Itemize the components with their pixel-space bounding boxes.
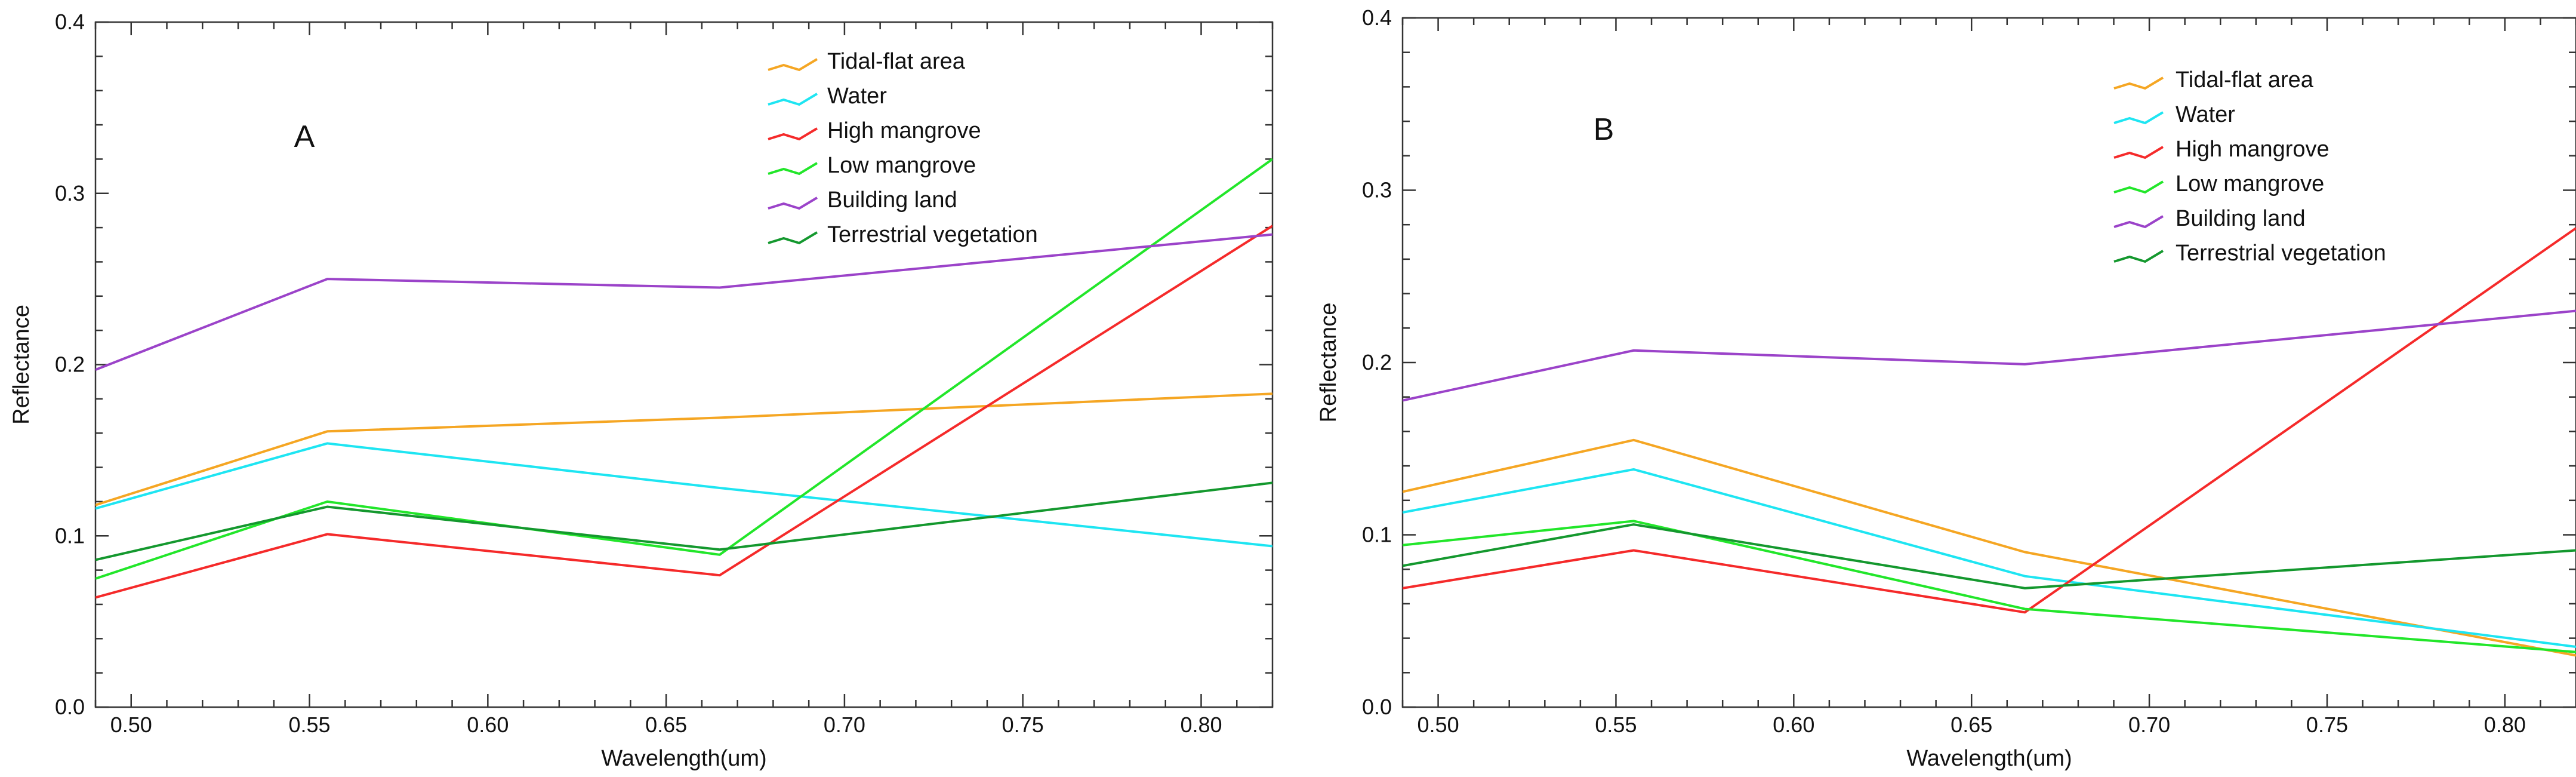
x-tick-label: 0.70: [824, 712, 865, 737]
legend-swatch: [2113, 180, 2164, 194]
x-tick-label: 0.80: [1180, 712, 1222, 737]
series-line-terrestrial-vegetation: [95, 481, 1272, 561]
legend-swatch: [2113, 250, 2164, 263]
x-tick-label: 0.55: [289, 712, 331, 737]
legend-swatch: [768, 231, 818, 245]
y-axis-title: Reflectance: [1316, 303, 1341, 423]
series-line-building-land: [95, 233, 1272, 371]
x-tick-label: 0.55: [1595, 712, 1637, 737]
series-line-water: [1403, 468, 2576, 648]
series-line-high-mangrove: [1403, 227, 2576, 614]
legend-swatch: [2113, 76, 2164, 90]
legend-swatch: [768, 127, 818, 141]
x-axis-title: Wavelength(um): [1906, 746, 2072, 771]
x-tick-label: 0.60: [1773, 712, 1814, 737]
legend-swatch: [768, 93, 818, 106]
series-line-tidal-flat-area: [95, 392, 1272, 506]
y-tick-label: 0.0: [1362, 695, 1392, 719]
y-tick-label: 0.0: [55, 695, 85, 719]
legend-swatch: [2113, 146, 2164, 159]
series-line-low-mangrove: [1403, 520, 2576, 653]
x-tick-label: 0.65: [645, 712, 687, 737]
legend-label: High mangrove: [2176, 137, 2330, 162]
y-tick-label: 0.3: [55, 181, 85, 205]
legend-label: Low mangrove: [2176, 171, 2324, 196]
x-axis-title: Wavelength(um): [601, 746, 766, 771]
legend-label: Low mangrove: [827, 153, 976, 178]
legend-label: Water: [827, 84, 887, 109]
x-tick-label: 0.60: [467, 712, 509, 737]
legend-label: Water: [2176, 102, 2235, 127]
chart-panel-a: 0.0 0.1 0.2 0.3 0.4 0.50 0.55 0.60 0.65 0.70 0.75 0…: [9, 10, 1274, 771]
series-line-tidal-flat-area: [1403, 438, 2576, 657]
legend-swatch: [768, 196, 818, 210]
y-tick-label: 0.4: [1362, 5, 1392, 30]
x-tick-label: 0.70: [2128, 712, 2170, 737]
legend-label: Terrestrial vegetation: [2176, 241, 2386, 266]
legend-swatch: [2113, 215, 2164, 229]
legend-label: Building land: [827, 188, 957, 213]
series-line-building-land: [1403, 309, 2576, 402]
panel-label: A: [294, 119, 315, 154]
x-tick-label: 0.80: [2484, 712, 2526, 737]
x-tick-label: 0.75: [2306, 712, 2348, 737]
legend-label: Tidal-flat area: [827, 49, 966, 74]
y-tick-label: 0.2: [1362, 350, 1392, 374]
chart-panel-b: 0.0 0.1 0.2 0.3 0.4 0.50 0.55 0.60 0.65 0.70 0.75 0…: [1316, 5, 2576, 771]
panel-label: B: [1594, 112, 1614, 147]
legend-label: Building land: [2176, 206, 2306, 231]
y-tick-label: 0.1: [55, 523, 85, 548]
legend-label: Terrestrial vegetation: [827, 222, 1038, 247]
x-tick-label: 0.65: [1951, 712, 1992, 737]
x-tick-label: 0.50: [1418, 712, 1459, 737]
legend-swatch: [768, 58, 818, 72]
legend-label: High mangrove: [827, 118, 981, 143]
x-tick-label: 0.50: [110, 712, 152, 737]
series-line-high-mangrove: [95, 225, 1272, 599]
y-tick-label: 0.3: [1362, 178, 1392, 202]
legend-swatch: [768, 162, 818, 176]
series-line-terrestrial-vegetation: [1403, 523, 2576, 589]
legend-label: Tidal-flat area: [2176, 67, 2314, 93]
y-tick-label: 0.4: [55, 10, 85, 34]
legend-swatch: [2113, 111, 2164, 125]
y-tick-label: 0.2: [55, 352, 85, 377]
y-tick-label: 0.1: [1362, 523, 1392, 547]
x-tick-label: 0.75: [1002, 712, 1044, 737]
y-axis-title: Reflectance: [9, 305, 34, 425]
